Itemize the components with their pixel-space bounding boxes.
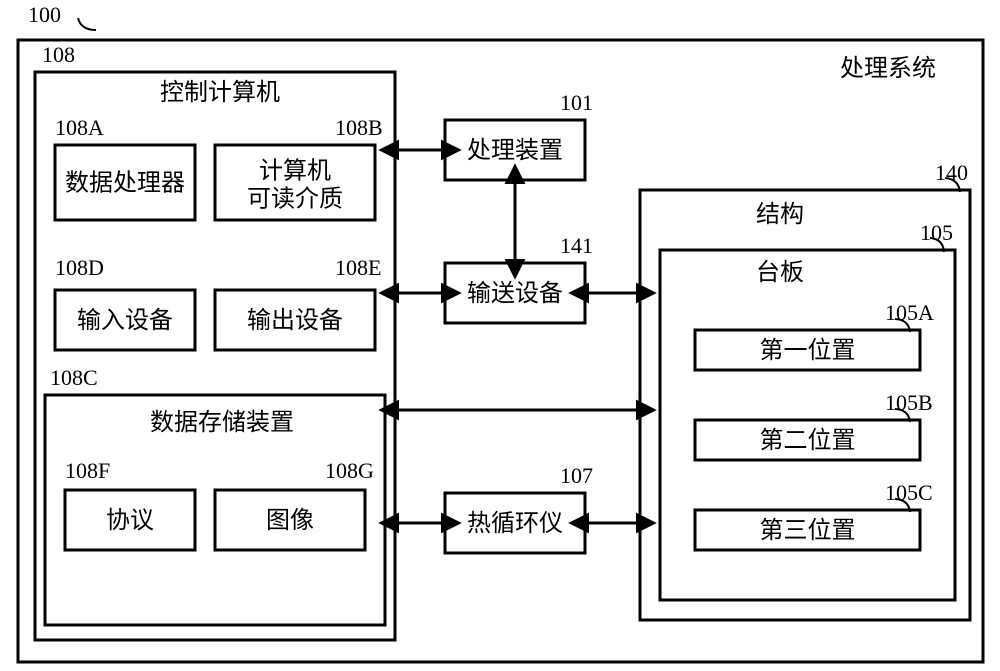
controller-title: 控制计算机: [160, 79, 280, 106]
storage-title: 数据存储装置: [150, 409, 294, 436]
position-box-0-ref: 105A: [885, 300, 934, 325]
input-device-box-label: 输入设备: [77, 307, 173, 334]
data-processor-box-label: 数据处理器: [65, 170, 185, 197]
delivery-device-box-label: 输送设备: [467, 280, 563, 307]
structure-ref: 140: [935, 160, 968, 185]
storage-ref: 108C: [50, 365, 98, 390]
position-box-0-label: 第一位置: [760, 337, 856, 364]
protocol-box-label: 协议: [106, 507, 154, 534]
position-box-2-label: 第三位置: [760, 517, 856, 544]
delivery-device-box-ref: 141: [560, 233, 593, 258]
structure-title: 结构: [756, 201, 804, 228]
image-box-label: 图像: [266, 507, 314, 534]
output-device-box-ref: 108E: [335, 255, 381, 280]
platen-title: 台板: [756, 259, 804, 286]
protocol-box-ref: 108F: [65, 458, 110, 483]
data-processor-box-ref: 108A: [55, 115, 104, 140]
thermal-cycler-box-ref: 107: [560, 463, 593, 488]
readable-medium-box-ref: 108B: [335, 115, 383, 140]
diagram-root: 处理系统 100 控制计算机 108 数据处理器 108A 计算机可读介质 108B 输入设备 1…: [0, 0, 1000, 671]
processing-device-box-label: 处理装置: [467, 137, 563, 164]
thermal-cycler-box-label: 热循环仪: [467, 510, 563, 537]
system-title: 处理系统: [840, 55, 936, 82]
position-box-1-label: 第二位置: [760, 427, 856, 454]
image-box-ref: 108G: [325, 458, 374, 483]
ref-leader-0: [78, 18, 96, 30]
position-box-1-ref: 105B: [885, 390, 933, 415]
system-ref: 100: [28, 2, 61, 27]
output-device-box-label: 输出设备: [247, 307, 343, 334]
position-box-2-ref: 105C: [885, 480, 933, 505]
readable-medium-box-label2: 可读介质: [247, 186, 343, 213]
readable-medium-box-label1: 计算机: [259, 158, 331, 185]
input-device-box-ref: 108D: [55, 255, 104, 280]
processing-device-box-ref: 101: [560, 90, 593, 115]
controller-ref: 108: [42, 42, 75, 67]
platen-ref: 105: [920, 220, 953, 245]
